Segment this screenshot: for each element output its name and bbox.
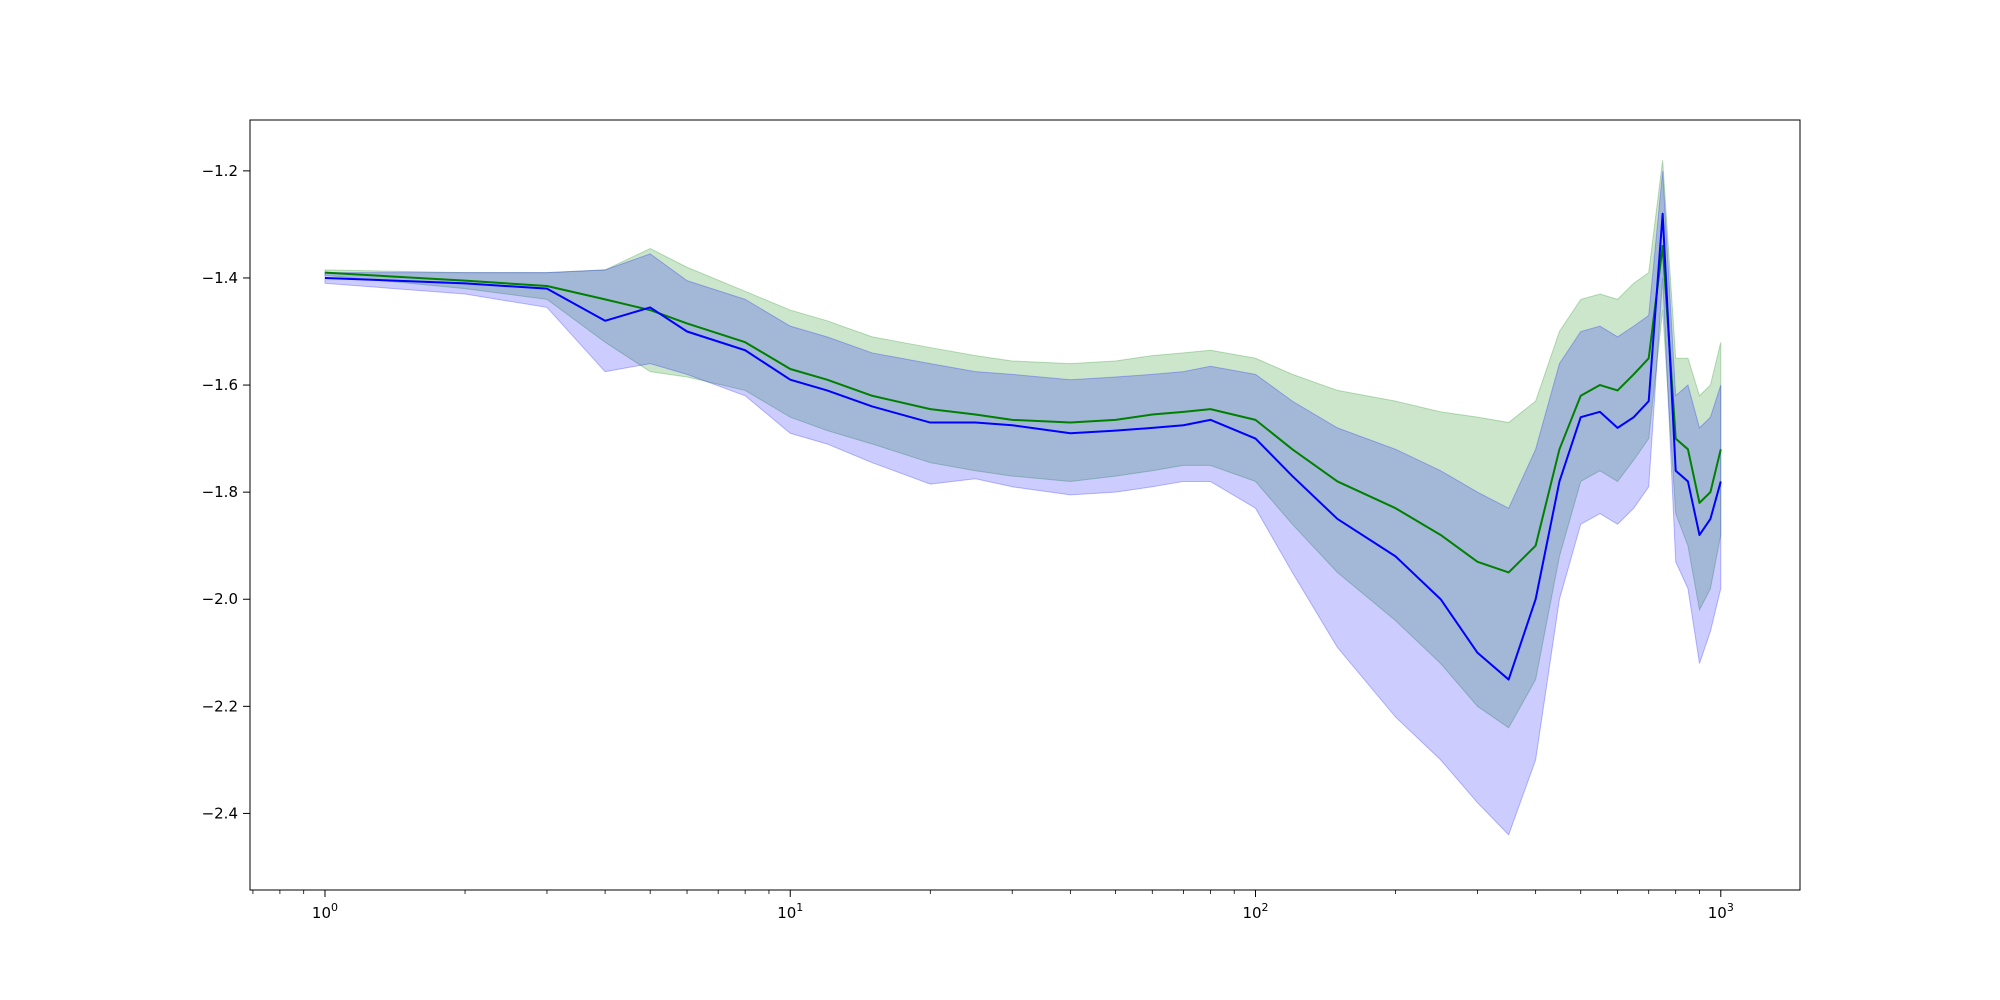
y-tick-label: −2.2 — [202, 697, 238, 715]
y-tick-label: −1.6 — [202, 376, 238, 394]
series-line-0 — [324, 244, 1722, 574]
confidence-band-0 — [324, 160, 1722, 729]
confidence-bands — [324, 160, 1722, 836]
x-tick-label: 100 — [312, 901, 338, 922]
y-tick-label: −1.2 — [202, 162, 238, 180]
confidence-band-1 — [324, 170, 1722, 836]
series-line-1 — [324, 212, 1722, 681]
plot-frame — [249, 119, 1801, 891]
x-axis: 100 101 102 103 — [252, 890, 1734, 922]
y-axis: −1.2 −1.4 −1.6 −1.8 −2.0 −2.2 −2.4 — [202, 162, 250, 822]
y-tick-label: −2.4 — [202, 804, 238, 822]
y-tick-label: −2.0 — [202, 590, 238, 608]
x-tick-label: 101 — [777, 901, 803, 922]
series-lines — [324, 212, 1722, 681]
y-tick-label: −1.8 — [202, 483, 238, 501]
x-tick-label: 103 — [1708, 901, 1734, 922]
x-tick-label: 102 — [1242, 901, 1268, 922]
y-tick-label: −1.4 — [202, 269, 238, 287]
